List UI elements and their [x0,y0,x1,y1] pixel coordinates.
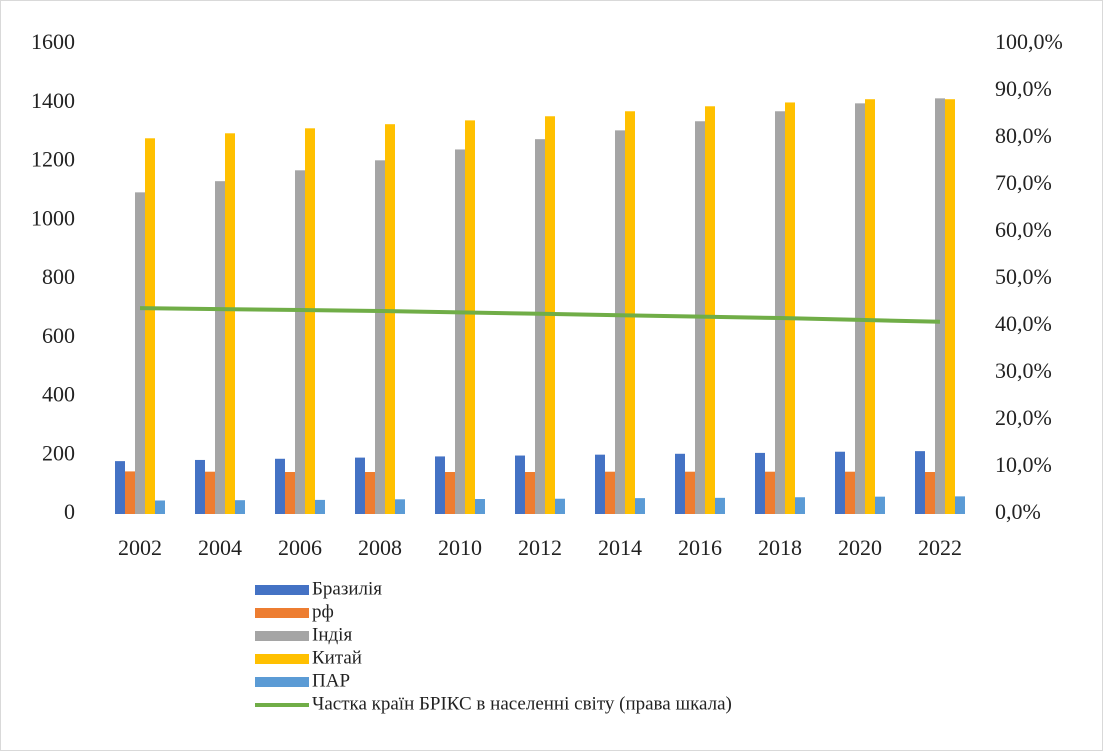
x-tick-label: 2018 [758,535,802,560]
y-tick-label: 1600 [31,29,75,54]
line [139,306,941,324]
bar [115,461,125,514]
y-tick-label: 800 [42,264,75,289]
y-tick-label: 1200 [31,147,75,172]
x-tick-label: 2004 [198,535,242,560]
bar [835,451,845,514]
bar [845,471,855,514]
bar [595,454,605,514]
bar [365,471,375,514]
bar [285,471,295,514]
bar [155,500,165,514]
legend-swatch [255,631,309,641]
x-tick-label: 2014 [598,535,642,560]
bar [145,138,155,514]
x-tick-label: 2016 [678,535,722,560]
bar [455,149,465,515]
bar [775,111,785,515]
bar [385,124,395,514]
legend-label: Індія [312,624,352,645]
bar [125,471,135,514]
bar [925,471,935,514]
legend-swatch [255,608,309,618]
bar [195,459,205,514]
bar [685,471,695,514]
bar [355,457,365,514]
bar [555,498,565,514]
bar [305,128,315,514]
bar [675,453,685,514]
bar [235,500,245,514]
y2-tick-label: 30,0% [995,358,1052,383]
y2-tick-label: 0,0% [995,499,1041,524]
bar [515,455,525,514]
bar [535,139,545,515]
y2-tick-label: 100,0% [995,29,1063,54]
bar [315,499,325,514]
bar [275,458,285,514]
y-tick-label: 1400 [31,88,75,113]
y2-tick-label: 50,0% [995,264,1052,289]
legend-swatch [255,585,309,595]
legend-label: Китай [312,647,362,668]
y2-tick-label: 40,0% [995,311,1052,336]
y2-tick-label: 70,0% [995,170,1052,195]
y-tick-label: 1000 [31,205,75,230]
legend-label: ПАР [312,670,350,691]
x-tick-label: 2022 [918,535,962,560]
bar [375,160,385,514]
bar [755,452,765,514]
x-tick-label: 2010 [438,535,482,560]
legend-label: Частка країн БРІКС в населенні світу (пр… [312,693,732,714]
bar [945,99,955,514]
bar [435,456,445,514]
y2-tick-label: 20,0% [995,405,1052,430]
x-tick-label: 2006 [278,535,322,560]
legend-label: Бразилія [312,578,382,599]
bar [445,471,455,514]
x-tick-label: 2020 [838,535,882,560]
y-tick-label: 200 [42,440,75,465]
bar [865,99,875,514]
bar [295,170,305,514]
legend-label: рф [312,601,334,622]
bar [765,471,775,514]
bar [475,499,485,514]
bar [135,192,145,514]
bar [205,471,215,514]
y-tick-label: 400 [42,382,75,407]
y2-tick-label: 10,0% [995,452,1052,477]
y-tick-label: 0 [64,499,75,524]
bar [795,497,805,514]
bar [215,181,225,514]
bar [625,111,635,515]
y2-tick-label: 60,0% [995,217,1052,242]
legend-swatch [255,677,309,687]
x-tick-label: 2008 [358,535,402,560]
bar [875,496,885,514]
legend-swatch [255,654,309,664]
y-tick-label: 600 [42,323,75,348]
bar [955,496,965,514]
y2-tick-label: 90,0% [995,76,1052,101]
bar [635,498,645,514]
bar [915,451,925,514]
bar [225,133,235,515]
x-tick-label: 2012 [518,535,562,560]
x-tick-label: 2002 [118,535,162,560]
y2-tick-label: 80,0% [995,123,1052,148]
bar [705,106,715,515]
bar [855,103,865,515]
bar [935,98,945,514]
bar [785,102,795,515]
bar [525,471,535,514]
bar [395,499,405,514]
bar [465,120,475,514]
bar [605,471,615,514]
bar [615,130,625,515]
bar [715,497,725,514]
